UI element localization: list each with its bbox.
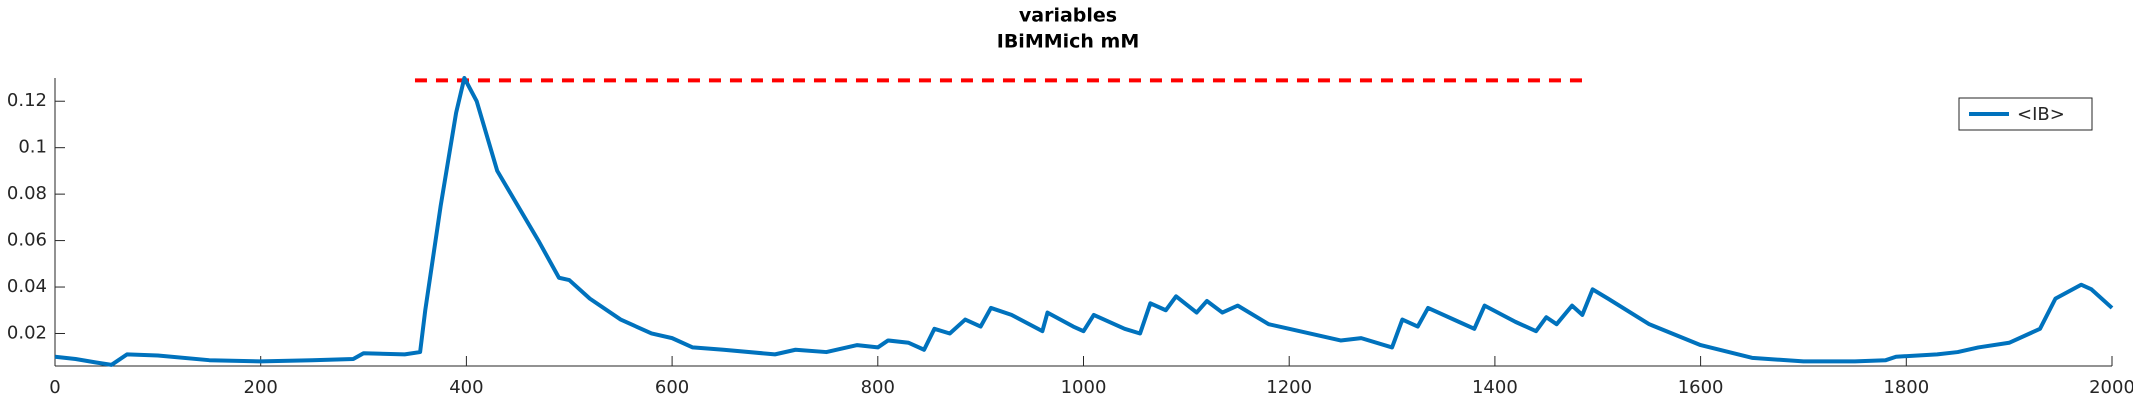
chart-title: variables: [1019, 5, 1117, 27]
x-tick-label: 600: [655, 377, 689, 398]
chart-subtitle: IBiMMich mM: [997, 31, 1140, 53]
line-series: [54, 76, 2114, 367]
y-tick-label: 0.1: [18, 137, 47, 158]
y-tick-label: 0.02: [7, 322, 47, 343]
x-tick-label: 2000: [2089, 377, 2133, 398]
y-tick-label: 0.08: [7, 183, 47, 204]
x-tick-label: 800: [861, 377, 895, 398]
x-tick-label: 0: [49, 377, 60, 398]
x-tick-label: 1800: [1883, 377, 1929, 398]
x-tick-label: 1600: [1678, 377, 1724, 398]
legend-label: <IB>: [2017, 104, 2065, 125]
y-tick-label: 0.12: [7, 90, 47, 111]
x-tick-label: 400: [449, 377, 483, 398]
x-tick-label: 1400: [1472, 377, 1518, 398]
y-tick-label: 0.04: [7, 276, 47, 297]
x-tick-label: 1200: [1266, 377, 1312, 398]
x-tick-label: 1000: [1061, 377, 1107, 398]
y-tick-label: 0.06: [7, 230, 47, 251]
x-tick-label: 200: [244, 377, 278, 398]
